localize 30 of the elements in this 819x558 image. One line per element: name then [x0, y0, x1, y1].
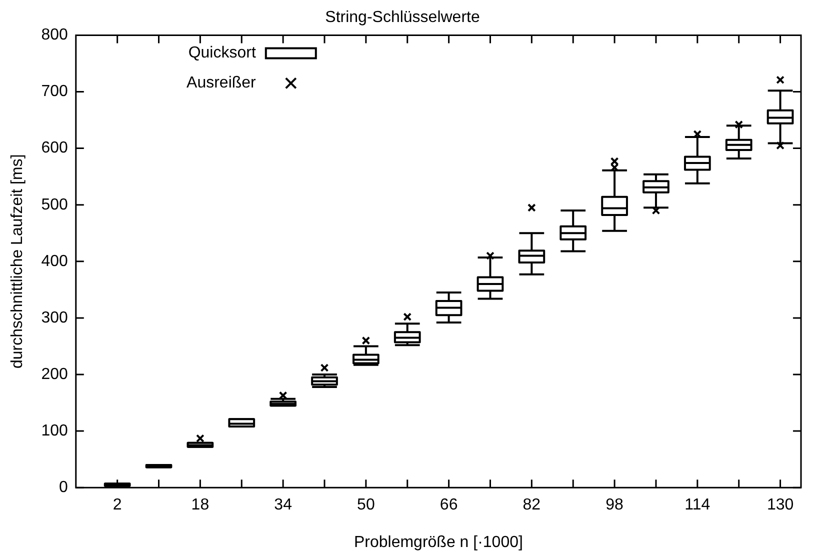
point	[776, 141, 784, 150]
y-tick-label: 200	[41, 366, 68, 383]
y-tick-label: 400	[41, 252, 68, 270]
y-tick-label: 700	[41, 83, 68, 100]
x-tick-label: 114	[684, 496, 710, 514]
x-tick-label: 82	[522, 496, 541, 514]
point	[362, 336, 370, 345]
y-tick-label: 800	[41, 26, 68, 44]
point	[320, 364, 329, 372]
legend-label: Quicksort	[188, 44, 256, 62]
point	[403, 312, 412, 321]
x-tick-label: 98	[606, 496, 624, 514]
point	[527, 203, 536, 212]
x-tick-label: 18	[191, 496, 210, 514]
x-axis-title: Problemgröße n [·1000]	[354, 534, 523, 551]
x-tick-label: 34	[274, 496, 292, 514]
legend-label: Ausreißer	[186, 74, 257, 92]
point	[776, 76, 784, 84]
x-tick-label: 2	[112, 496, 122, 514]
y-axis-title: durchschnittliche Laufzeit [ms]	[9, 154, 26, 369]
y-tick-label: 100	[41, 422, 68, 440]
y-tick-label: 600	[41, 140, 68, 157]
y-tick-label: 0	[58, 479, 68, 496]
y-tick-label: 500	[41, 196, 68, 214]
point	[652, 206, 660, 215]
x-tick-label: 50	[357, 496, 375, 514]
y-tick-label: 300	[41, 309, 68, 326]
x-tick-label: 66	[440, 496, 458, 514]
chart-title: String-Schlüsselwerte	[325, 9, 480, 26]
x-tick-label: 130	[766, 496, 794, 514]
